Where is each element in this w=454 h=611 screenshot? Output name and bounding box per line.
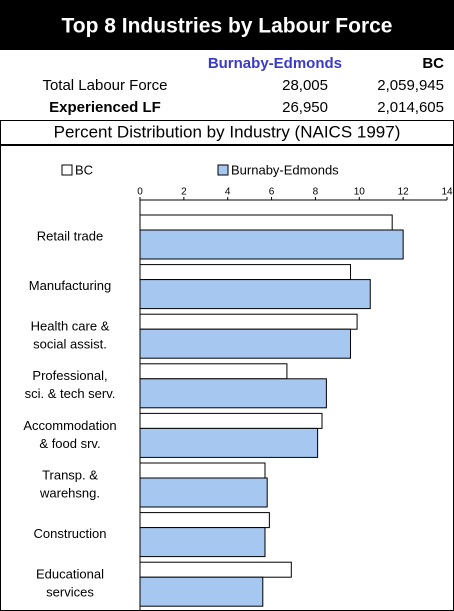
- bar: [139, 313, 358, 330]
- category-label: Construction: [34, 526, 107, 541]
- title-band: [0, 0, 454, 50]
- x-tick-label: 10: [354, 187, 366, 198]
- subtitle: Percent Distribution by Industry (NAICS …: [54, 122, 401, 141]
- category-label: Health care &: [31, 319, 110, 334]
- legend-label: BC: [75, 162, 93, 177]
- x-tick-label: 2: [181, 187, 187, 198]
- bar: [139, 427, 319, 458]
- bar: [139, 477, 268, 508]
- x-tick-label: 6: [269, 187, 275, 198]
- cell: 26,950: [282, 99, 328, 116]
- category-label: Educational: [36, 567, 104, 582]
- bar: [139, 378, 327, 409]
- bar: [139, 214, 393, 231]
- row-label: Experienced LF: [49, 99, 161, 116]
- bar: [139, 576, 264, 607]
- cell: 2,059,945: [377, 77, 444, 94]
- bar: [139, 412, 323, 429]
- category-label: services: [46, 585, 94, 600]
- bar: [139, 229, 404, 260]
- category-label: Retail trade: [37, 228, 103, 243]
- title: Top 8 Industries by Labour Force: [62, 15, 393, 38]
- row-label: Total Labour Force: [42, 77, 167, 94]
- legend-swatch: [61, 164, 73, 176]
- category-label: Transp. &: [42, 467, 98, 482]
- category-label: Professional,: [32, 368, 107, 383]
- x-tick-label: 14: [441, 187, 453, 198]
- bar: [139, 328, 352, 359]
- x-tick-label: 0: [137, 187, 143, 198]
- category-label: & food srv.: [39, 436, 100, 451]
- bar: [139, 363, 288, 380]
- category-label: warehsng.: [39, 485, 100, 500]
- x-tick-label: 8: [313, 187, 319, 198]
- cell: 2,014,605: [377, 99, 444, 116]
- x-tick-label: 4: [225, 187, 231, 198]
- legend-label: Burnaby-Edmonds: [231, 162, 339, 177]
- bar: [139, 462, 266, 479]
- category-label: sci. & tech serv.: [25, 386, 116, 401]
- x-tick-label: 12: [398, 187, 410, 198]
- column-header: Burnaby-Edmonds: [208, 55, 342, 72]
- bar: [139, 561, 292, 578]
- legend-swatch: [217, 164, 229, 176]
- category-label: Manufacturing: [29, 278, 111, 293]
- column-header: BC: [422, 55, 444, 72]
- bar: [139, 527, 266, 558]
- category-label: Accommodation: [23, 418, 116, 433]
- category-label: social assist.: [33, 337, 107, 352]
- bar: [139, 279, 371, 310]
- cell: 28,005: [282, 77, 328, 94]
- bar: [139, 264, 352, 281]
- bar: [139, 512, 270, 529]
